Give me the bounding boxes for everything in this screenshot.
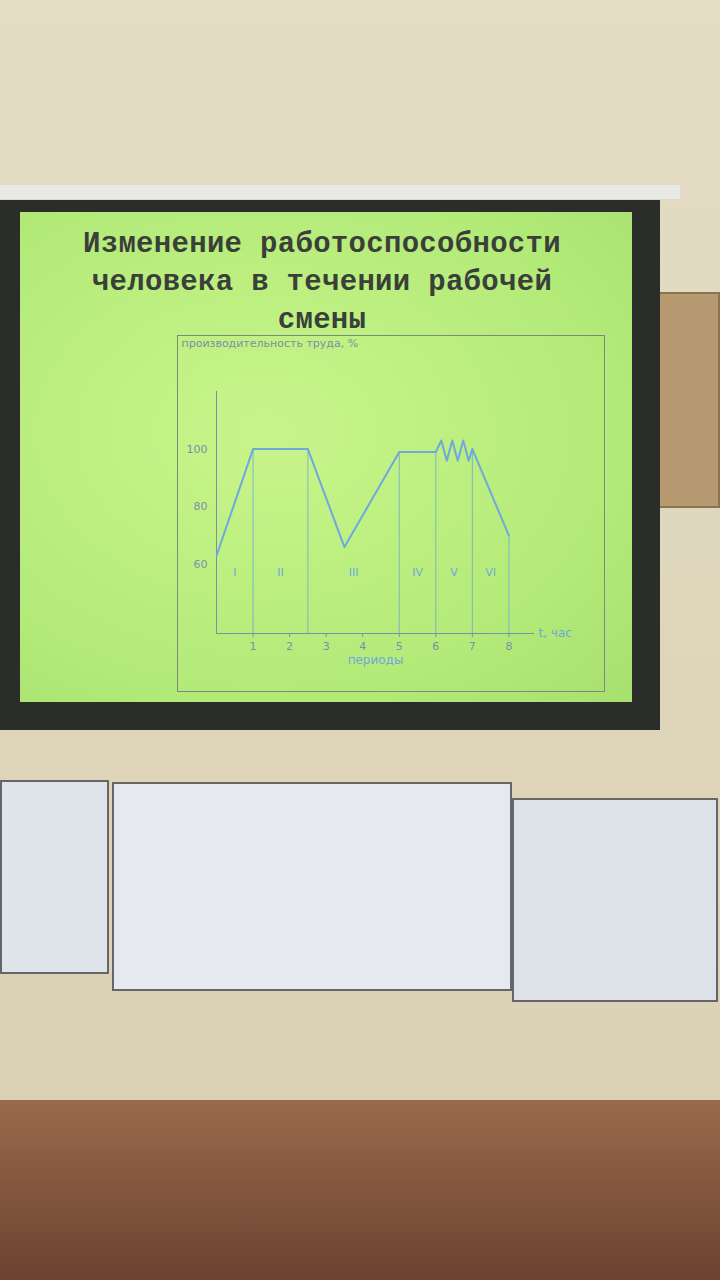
svg-text:периоды: периоды: [348, 653, 404, 667]
svg-text:III: III: [349, 566, 359, 579]
svg-text:3: 3: [323, 640, 330, 653]
svg-text:I: I: [233, 566, 236, 579]
svg-text:5: 5: [396, 640, 403, 653]
svg-text:производительность труда, %: производительность труда, %: [182, 337, 359, 350]
svg-text:V: V: [450, 566, 458, 579]
svg-text:8: 8: [505, 640, 512, 653]
svg-text:7: 7: [469, 640, 476, 653]
svg-text:VI: VI: [485, 566, 496, 579]
svg-text:IV: IV: [412, 566, 423, 579]
svg-text:100: 100: [187, 443, 208, 456]
svg-text:1: 1: [250, 640, 257, 653]
svg-text:6: 6: [432, 640, 439, 653]
svg-text:60: 60: [194, 558, 208, 571]
html-text:Изменение работоспособности че: Изменение работоспособности человека в т…: [83, 228, 561, 337]
svg-text:4: 4: [359, 640, 366, 653]
svg-text:2: 2: [286, 640, 293, 653]
svg-text:t, час: t, час: [539, 626, 572, 640]
svg-text:80: 80: [194, 500, 208, 513]
svg-text:II: II: [277, 566, 284, 579]
